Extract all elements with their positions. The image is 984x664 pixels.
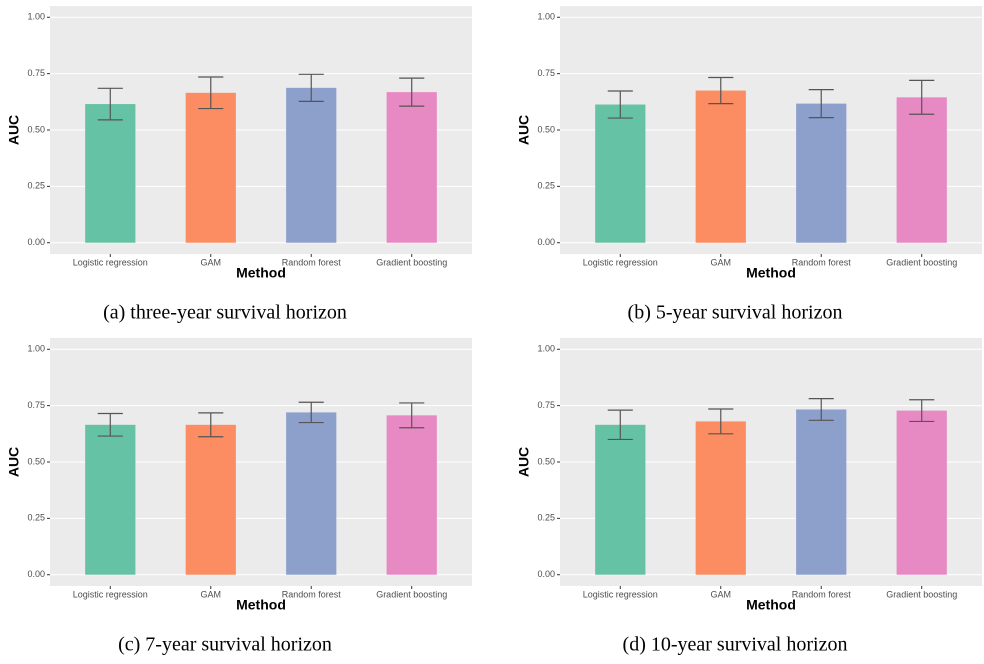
y-tick-label: 1.00: [537, 12, 555, 22]
chart-panel: 0.00 0.25 0.50 0.75 1.00 Logistic regression G…: [516, 338, 982, 656]
chart-panel: 0.00 0.25 0.50 0.75 1.00 Logistic regression G…: [6, 338, 472, 656]
error-bar: [808, 89, 834, 119]
error-bar: [708, 408, 734, 435]
bar: [695, 421, 746, 575]
error-bar: [298, 401, 324, 424]
error-bar: [298, 73, 324, 102]
y-tick-label: 0.25: [537, 513, 555, 523]
x-tick-label: Gradient boosting: [376, 257, 447, 267]
error-bar: [97, 87, 123, 121]
y-tick-label: 0.75: [27, 68, 45, 78]
error-bar: [607, 409, 633, 441]
x-axis-title: Method: [236, 597, 286, 613]
bar: [386, 92, 437, 243]
bar: [595, 424, 646, 575]
x-tick-label: GAM: [711, 589, 732, 599]
caption: (c) 7-year survival horizon: [118, 634, 332, 656]
bar: [85, 104, 136, 243]
y-axis-title: AUC: [6, 447, 22, 477]
y-tick-label: 0.25: [27, 513, 45, 523]
error-bar: [909, 79, 935, 115]
bar: [695, 90, 746, 243]
y-tick-label: 0.00: [27, 569, 45, 579]
y-tick-label: 0.00: [27, 237, 45, 247]
x-tick-label: Logistic regression: [583, 589, 658, 599]
bar: [185, 424, 236, 575]
y-tick-label: 0.75: [537, 400, 555, 410]
x-axis-title: Method: [236, 265, 286, 281]
chart-panel: 0.00 0.25 0.50 0.75 1.00 Logistic regression G…: [516, 6, 982, 324]
y-tick-label: 0.50: [537, 124, 555, 134]
y-tick-label: 1.00: [27, 12, 45, 22]
y-tick-label: 1.00: [27, 344, 45, 354]
bar: [595, 104, 646, 243]
error-bar: [909, 399, 935, 423]
y-axis-title: AUC: [6, 115, 22, 145]
x-tick-label: Gradient boosting: [376, 589, 447, 599]
bar: [185, 92, 236, 243]
x-tick-label: Gradient boosting: [886, 589, 957, 599]
x-tick-label: Logistic regression: [73, 257, 148, 267]
error-bar: [607, 90, 633, 119]
y-tick-label: 0.75: [27, 400, 45, 410]
x-tick-label: Random forest: [792, 257, 852, 267]
y-axis-title: AUC: [516, 447, 532, 477]
caption: (b) 5-year survival horizon: [628, 302, 843, 324]
x-axis-title: Method: [746, 265, 796, 281]
chart-panel: 0.00 0.25 0.50 0.75 1.00 Logistic regression G…: [6, 6, 472, 324]
x-tick-label: GAM: [201, 257, 222, 267]
bar: [386, 415, 437, 575]
x-tick-label: Logistic regression: [73, 589, 148, 599]
y-tick-label: 0.25: [537, 181, 555, 191]
bar: [286, 87, 337, 243]
x-tick-label: GAM: [711, 257, 732, 267]
caption: (a) three-year survival horizon: [103, 302, 347, 324]
y-tick-label: 0.75: [537, 68, 555, 78]
error-bar: [399, 77, 425, 107]
bar: [896, 410, 947, 575]
y-tick-label: 0.50: [537, 456, 555, 466]
error-bar: [198, 76, 224, 110]
bar: [85, 424, 136, 575]
x-tick-label: Random forest: [792, 589, 852, 599]
error-bar: [198, 412, 224, 438]
y-tick-label: 1.00: [537, 344, 555, 354]
x-axis-title: Method: [746, 597, 796, 613]
y-axis-title: AUC: [516, 115, 532, 145]
error-bar: [97, 412, 123, 437]
y-tick-label: 0.25: [27, 181, 45, 191]
y-tick-label: 0.00: [537, 569, 555, 579]
y-tick-label: 0.50: [27, 456, 45, 466]
y-tick-label: 0.50: [27, 124, 45, 134]
error-bar: [808, 398, 834, 421]
x-tick-label: Gradient boosting: [886, 257, 957, 267]
x-tick-label: Random forest: [282, 257, 342, 267]
error-bar: [399, 402, 425, 429]
x-tick-label: Logistic regression: [583, 257, 658, 267]
bar: [896, 97, 947, 243]
bar: [796, 409, 847, 575]
x-tick-label: GAM: [201, 589, 222, 599]
caption: (d) 10-year survival horizon: [623, 634, 848, 656]
bar: [796, 103, 847, 243]
y-tick-label: 0.00: [537, 237, 555, 247]
x-tick-label: Random forest: [282, 589, 342, 599]
bar: [286, 412, 337, 575]
error-bar: [708, 76, 734, 105]
